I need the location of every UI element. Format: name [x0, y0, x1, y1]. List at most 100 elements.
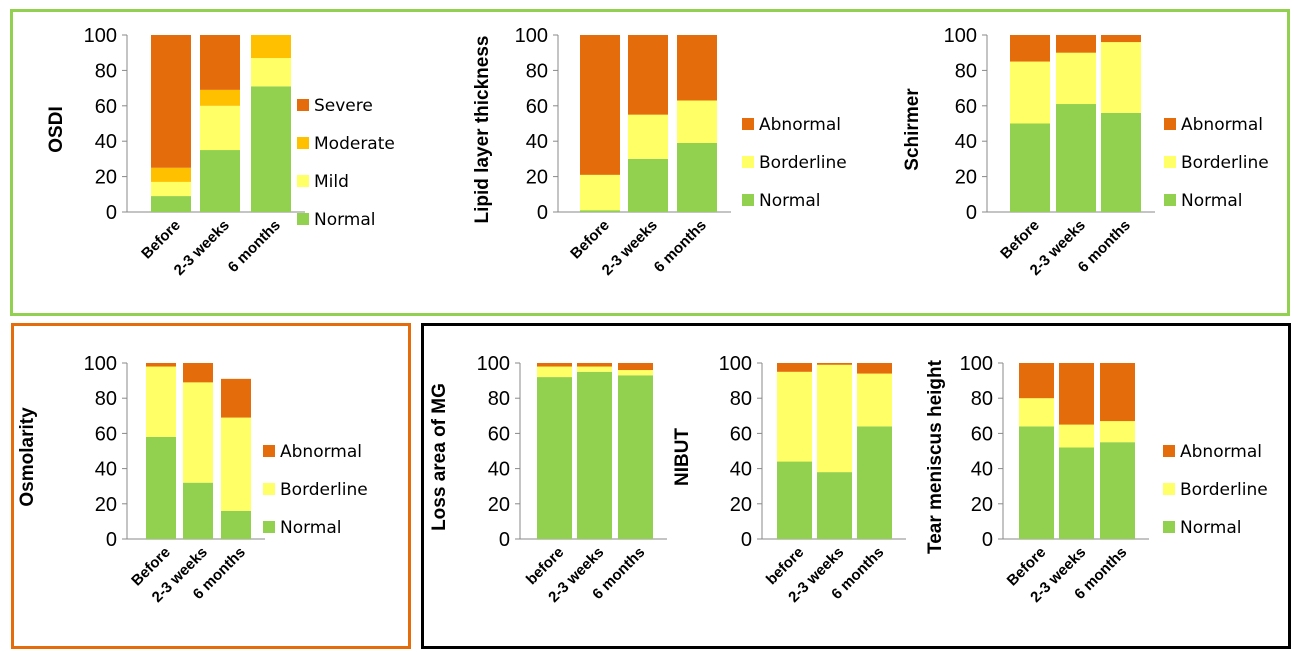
osdi-y-tick-label: 40: [95, 131, 117, 153]
osdi-bar-mild-3: [251, 58, 291, 87]
osmolarity-legend-label: Borderline: [280, 480, 368, 500]
osmolarity-y-tick-label: 60: [95, 423, 117, 445]
schirmer-legend-label: Normal: [1181, 191, 1243, 211]
osdi-y-tick-label: 20: [95, 167, 117, 189]
osdi-bar-normal-1: [151, 196, 191, 212]
nibut-y-tick-label: 40: [730, 459, 752, 481]
osdi-bar-severe-2: [200, 35, 240, 90]
nibut-bar-borderline-1: [777, 371, 812, 462]
lipid-y-tick-label: 100: [515, 25, 548, 47]
osmolarity-y-tick-label: 20: [95, 494, 117, 516]
schirmer-bar-normal-3: [1101, 112, 1141, 212]
osdi-y-tick-label: 100: [84, 25, 117, 47]
osdi-legend-label: Moderate: [314, 134, 395, 154]
lipid-legend-label: Borderline: [759, 153, 847, 173]
tear-meniscus-bar-abnormal-1: [1019, 363, 1054, 399]
lipid-bar-abnormal-2: [628, 35, 668, 115]
tear-meniscus-legend-label: Normal: [1180, 518, 1242, 538]
schirmer-bar-abnormal-2: [1056, 35, 1096, 53]
schirmer-legend-label: Abnormal: [1181, 115, 1263, 135]
osdi-category-label: Before: [138, 217, 184, 263]
osdi-legend-swatch: [297, 213, 309, 225]
loss-area-mg-bar-abnormal-3: [618, 363, 653, 371]
tear-meniscus-bar-normal-2: [1059, 447, 1094, 539]
nibut-y-tick-label: 20: [730, 494, 752, 516]
nibut-bar-abnormal-3: [857, 363, 892, 374]
osmolarity-bar-abnormal-2: [183, 363, 213, 383]
lipid-legend-label: Normal: [759, 191, 821, 211]
panel-box-subjective: [10, 9, 1290, 316]
osmolarity-y-tick-label: 100: [84, 353, 117, 375]
schirmer-y-tick-label: 100: [944, 25, 977, 47]
loss-area-mg-bar-abnormal-1: [537, 363, 572, 367]
tear-meniscus-legend-swatch: [1163, 445, 1175, 457]
schirmer-y-tick-label: 80: [955, 60, 977, 82]
schirmer-legend-swatch: [1164, 194, 1176, 206]
lipid-bar-abnormal-3: [677, 35, 717, 101]
osmolarity-y-tick-label: 0: [106, 529, 117, 551]
loss-area-mg-y-tick-label: 100: [477, 353, 510, 375]
lipid-bar-normal-3: [677, 142, 717, 212]
nibut-y-axis-label: NIBUT: [672, 428, 693, 486]
lipid-bar-normal-2: [628, 158, 668, 212]
tear-meniscus-y-axis-label: Tear meniscus height: [925, 359, 946, 554]
lipid-legend-label: Abnormal: [759, 115, 841, 135]
schirmer-legend-swatch: [1164, 156, 1176, 168]
lipid-bar-borderline-2: [628, 114, 668, 159]
tear-meniscus-legend-swatch: [1163, 521, 1175, 533]
loss-area-mg-bar-abnormal-2: [577, 363, 612, 367]
tear-meniscus-y-tick-label: 80: [971, 388, 993, 410]
tear-meniscus-bar-borderline-3: [1100, 421, 1135, 443]
osmolarity-y-tick-label: 40: [95, 459, 117, 481]
osdi-legend-label: Severe: [314, 96, 373, 116]
nibut-y-tick-label: 80: [730, 388, 752, 410]
osdi-y-axis-label: OSDI: [46, 106, 67, 152]
osmolarity-bar-borderline-1: [146, 366, 176, 437]
tear-meniscus-legend-swatch: [1163, 483, 1175, 495]
loss-area-mg-y-tick-label: 80: [488, 388, 510, 410]
schirmer-y-axis-label: Schirmer: [902, 88, 923, 171]
osdi-bar-moderate-1: [151, 167, 191, 182]
lipid-category-label: 6 months: [651, 217, 710, 276]
tear-meniscus-y-tick-label: 40: [971, 459, 993, 481]
loss-area-mg-y-tick-label: 40: [488, 459, 510, 481]
osdi-bar-severe-1: [151, 35, 191, 168]
nibut-y-tick-label: 0: [741, 529, 752, 551]
schirmer-category-label: Before: [997, 217, 1043, 263]
lipid-y-tick-label: 60: [526, 96, 548, 118]
osdi-legend-swatch: [297, 99, 309, 111]
osdi-bar-moderate-2: [200, 89, 240, 106]
lipid-y-axis-label: Lipid layer thickness: [472, 36, 493, 224]
osmolarity-legend-label: Normal: [280, 518, 342, 538]
schirmer-bar-borderline-1: [1010, 61, 1050, 124]
osdi-y-tick-label: 0: [106, 202, 117, 224]
nibut-y-tick-label: 60: [730, 423, 752, 445]
tear-meniscus-y-tick-label: 100: [960, 353, 993, 375]
loss-area-mg-bar-normal-3: [618, 375, 653, 539]
loss-area-mg-y-tick-label: 60: [488, 423, 510, 445]
osmolarity-y-tick-label: 80: [95, 388, 117, 410]
osdi-bar-normal-2: [200, 150, 240, 212]
osdi-bar-mild-1: [151, 181, 191, 197]
osmolarity-legend-swatch: [263, 445, 275, 457]
schirmer-bar-abnormal-3: [1101, 35, 1141, 43]
schirmer-bar-abnormal-1: [1010, 35, 1050, 62]
schirmer-y-tick-label: 0: [966, 202, 977, 224]
nibut-bar-borderline-3: [857, 373, 892, 427]
tear-meniscus-bar-borderline-2: [1059, 424, 1094, 448]
tear-meniscus-y-tick-label: 0: [982, 529, 993, 551]
osmolarity-bar-borderline-3: [221, 417, 251, 511]
osmolarity-bar-normal-1: [146, 436, 176, 539]
nibut-bar-normal-1: [777, 461, 812, 539]
tear-meniscus-bar-normal-3: [1100, 442, 1135, 539]
panel-box-osmolarity: [11, 323, 411, 649]
osdi-legend-label: Normal: [314, 210, 376, 230]
osdi-legend-swatch: [297, 175, 309, 187]
osmolarity-bar-normal-2: [183, 482, 213, 539]
tear-meniscus-legend-label: Borderline: [1180, 480, 1268, 500]
osmolarity-legend-swatch: [263, 483, 275, 495]
nibut-bar-normal-2: [817, 472, 852, 539]
osdi-y-tick-label: 80: [95, 60, 117, 82]
lipid-y-tick-label: 40: [526, 131, 548, 153]
osdi-bar-moderate-3: [251, 35, 291, 59]
